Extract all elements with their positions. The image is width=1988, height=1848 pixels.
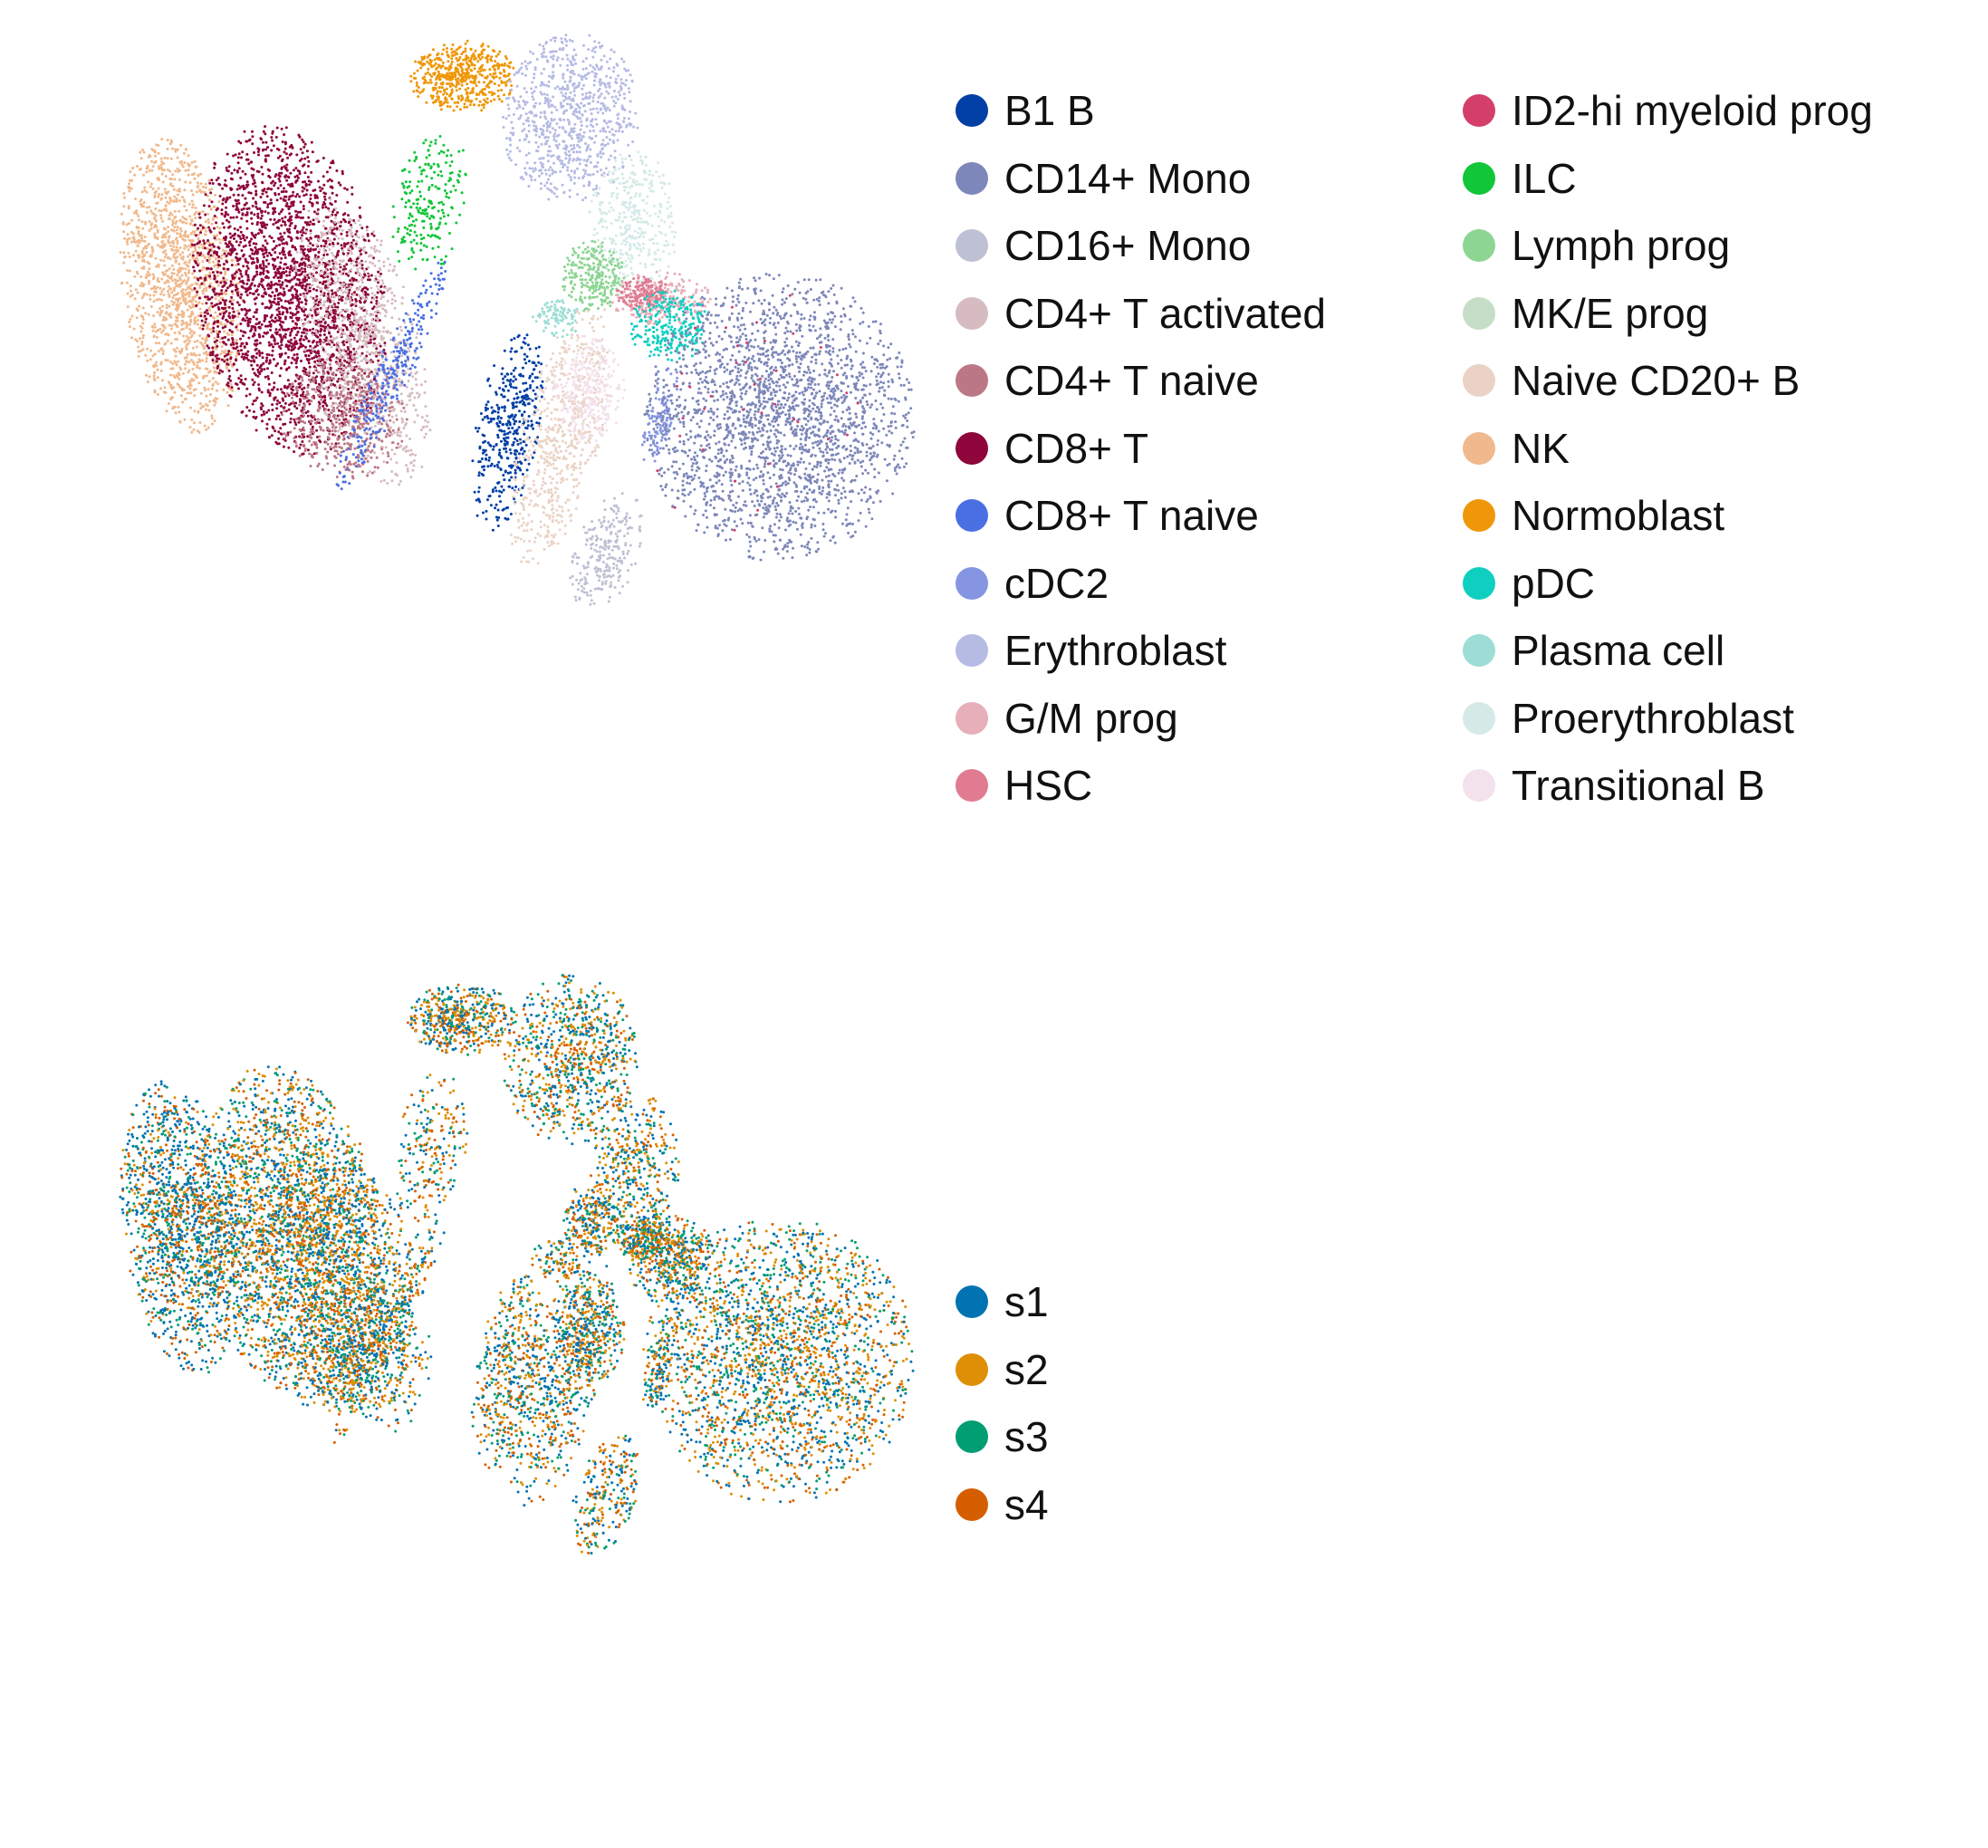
legend-label: HSC <box>1004 761 1092 810</box>
legend-marker <box>1463 499 1495 532</box>
legend-marker <box>1463 94 1495 127</box>
legend-label: Proerythroblast <box>1512 694 1794 743</box>
legend-marker <box>956 567 988 600</box>
legend-label: MK/E prog <box>1512 289 1708 338</box>
legend-label: CD4+ T activated <box>1004 289 1326 338</box>
legend-item-s1: s1 <box>956 1268 1049 1336</box>
legend-item-pdc: pDC <box>1463 550 1873 618</box>
legend-item-id2-hi-myeloid-prog: ID2-hi myeloid prog <box>1463 77 1873 145</box>
umap-panel-cell-type: B1 B CD14+ Mono CD16+ Mono CD4+ T activated… <box>0 0 1988 906</box>
legend-label: s1 <box>1004 1277 1049 1326</box>
legend-item-cd4-t-naive: CD4+ T naive <box>956 347 1326 415</box>
legend-label: ILC <box>1512 154 1577 203</box>
legend-label: Normoblast <box>1512 491 1724 540</box>
legend-column: B1 B CD14+ Mono CD16+ Mono CD4+ T activated… <box>956 77 1326 820</box>
legend-label: Lymph prog <box>1512 221 1730 270</box>
legend-label: s4 <box>1004 1480 1049 1529</box>
legend-label: s3 <box>1004 1412 1049 1461</box>
legend-label: G/M prog <box>1004 694 1178 743</box>
legend-item-s2: s2 <box>956 1336 1049 1404</box>
legend-item-b1-b: B1 B <box>956 77 1326 145</box>
umap-panel-sample: s1 s2 s3 s4 <box>0 942 1988 1842</box>
legend-label: Erythroblast <box>1004 626 1226 675</box>
legend-marker <box>956 229 988 262</box>
umap-scatter-cell-type <box>54 0 960 906</box>
legend-label: Transitional B <box>1512 761 1765 810</box>
legend-marker <box>956 499 988 532</box>
legend-marker <box>956 769 988 802</box>
legend-marker <box>956 297 988 330</box>
legend-label: ID2-hi myeloid prog <box>1512 86 1873 135</box>
legend-marker <box>956 702 988 735</box>
legend-column: ID2-hi myeloid prog ILC Lymph prog MK/E pro… <box>1463 77 1873 820</box>
legend-label: NK <box>1512 424 1570 473</box>
legend-label: CD8+ T naive <box>1004 491 1259 540</box>
scatter-points <box>119 974 914 1554</box>
legend-label: CD14+ Mono <box>1004 154 1251 203</box>
legend-item-normoblast: Normoblast <box>1463 482 1873 550</box>
legend-item-g-m-prog: G/M prog <box>956 685 1326 753</box>
legend-item-cdc2: cDC2 <box>956 550 1326 618</box>
legend-label: Naive CD20+ B <box>1512 356 1800 405</box>
legend-item-transitional-b: Transitional B <box>1463 752 1873 820</box>
legend-marker <box>1463 702 1495 735</box>
legend-marker <box>1463 364 1495 397</box>
legend-item-s3: s3 <box>956 1403 1049 1471</box>
legend-item-cd16-mono: CD16+ Mono <box>956 212 1326 280</box>
legend-label: CD8+ T <box>1004 424 1148 473</box>
legend-marker <box>956 162 988 195</box>
legend-label: CD4+ T naive <box>1004 356 1259 405</box>
legend-item-ilc: ILC <box>1463 145 1873 213</box>
legend-item-plasma-cell: Plasma cell <box>1463 617 1873 685</box>
legend-label: s2 <box>1004 1345 1049 1394</box>
legend-marker <box>956 94 988 127</box>
legend-item-proerythroblast: Proerythroblast <box>1463 685 1873 753</box>
legend-item-s4: s4 <box>956 1471 1049 1539</box>
legend-marker <box>956 1353 988 1386</box>
legend-item-nk: NK <box>1463 415 1873 483</box>
legend-marker <box>956 364 988 397</box>
legend-item-hsc: HSC <box>956 752 1326 820</box>
legend-marker <box>1463 297 1495 330</box>
legend-item-cd8-t-naive: CD8+ T naive <box>956 482 1326 550</box>
legend-item-mk-e-prog: MK/E prog <box>1463 280 1873 348</box>
legend-item-cd8-t: CD8+ T <box>956 415 1326 483</box>
legend-label: Plasma cell <box>1512 626 1724 675</box>
legend-marker <box>956 432 988 465</box>
legend-marker <box>956 1488 988 1521</box>
legend-label: CD16+ Mono <box>1004 221 1251 270</box>
legend-marker <box>1463 162 1495 195</box>
legend-label: B1 B <box>1004 86 1095 135</box>
scatter-points <box>120 34 916 605</box>
umap-scatter-sample <box>54 942 960 1848</box>
legend-marker <box>1463 567 1495 600</box>
legend-marker <box>1463 769 1495 802</box>
legend-label: cDC2 <box>1004 559 1109 608</box>
legend-item-lymph-prog: Lymph prog <box>1463 212 1873 280</box>
legend-label: pDC <box>1512 559 1595 608</box>
legend-marker <box>956 634 988 667</box>
legend-marker <box>1463 432 1495 465</box>
legend-item-erythroblast: Erythroblast <box>956 617 1326 685</box>
legend-marker <box>1463 229 1495 262</box>
legend-item-cd14-mono: CD14+ Mono <box>956 145 1326 213</box>
legend-marker <box>956 1285 988 1318</box>
legend-item-naive-cd20-b: Naive CD20+ B <box>1463 347 1873 415</box>
legend-column: s1 s2 s3 s4 <box>956 1268 1049 1538</box>
legend-marker <box>956 1420 988 1453</box>
legend-item-cd4-t-activated: CD4+ T activated <box>956 280 1326 348</box>
legend-marker <box>1463 634 1495 667</box>
